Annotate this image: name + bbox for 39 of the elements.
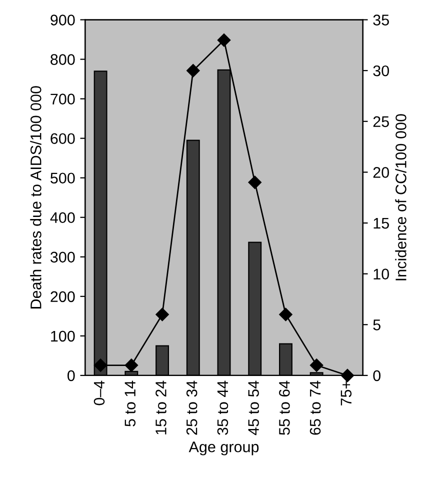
point — [310, 358, 324, 372]
point — [217, 33, 231, 47]
y-tick-label: 800 — [50, 54, 75, 65]
x-tick-label: 5 to 14 — [124, 380, 136, 426]
point — [248, 176, 262, 189]
point — [124, 358, 138, 372]
y2-tick-label: 20 — [373, 167, 389, 178]
y-tick-label: 200 — [50, 291, 75, 302]
y-tick-label: 0 — [68, 370, 75, 382]
y2-tick-label: 10 — [374, 268, 389, 280]
point — [340, 368, 354, 382]
y-tick-label: 500 — [50, 172, 75, 184]
x-tick-label: 15 to 24 — [156, 380, 166, 434]
point — [186, 64, 200, 78]
y-tick-label: 100 — [51, 330, 75, 342]
x-tick-label: 65 to 74 — [310, 380, 321, 435]
y-tick-label: 700 — [50, 94, 75, 104]
y2-tick-label: 35 — [373, 14, 389, 26]
x-tick-label: 55 to 64 — [279, 380, 290, 435]
point — [279, 308, 292, 322]
x-tick-label: 25 to 34 — [186, 380, 198, 435]
y-axis-title: Death rates due to AIDS/100 000 — [30, 86, 42, 308]
y2-axis-title: Incidence of CC/100 000 — [395, 114, 406, 280]
y2-tick-label: 30 — [373, 65, 389, 76]
y2-tick-label: 15 — [374, 218, 389, 229]
y-tick-label: 600 — [50, 133, 75, 144]
x-tick-label: 35 to 44 — [217, 380, 228, 435]
y-tick-label: 400 — [50, 212, 75, 224]
x-tick-label: 45 to 54 — [248, 380, 259, 436]
x-axis-title: Age group — [188, 442, 259, 456]
point — [156, 308, 169, 322]
y-tick-label: 300 — [50, 252, 75, 263]
y2-tick-label: 25 — [373, 116, 389, 128]
y2-tick-label: 5 — [373, 320, 380, 330]
y-tick-label: 900 — [50, 14, 75, 26]
x-tick-label: 75+ — [340, 381, 352, 406]
x-tick-label: 0–4 — [94, 380, 105, 406]
point — [94, 358, 108, 372]
y2-tick-label: 0 — [373, 370, 380, 382]
